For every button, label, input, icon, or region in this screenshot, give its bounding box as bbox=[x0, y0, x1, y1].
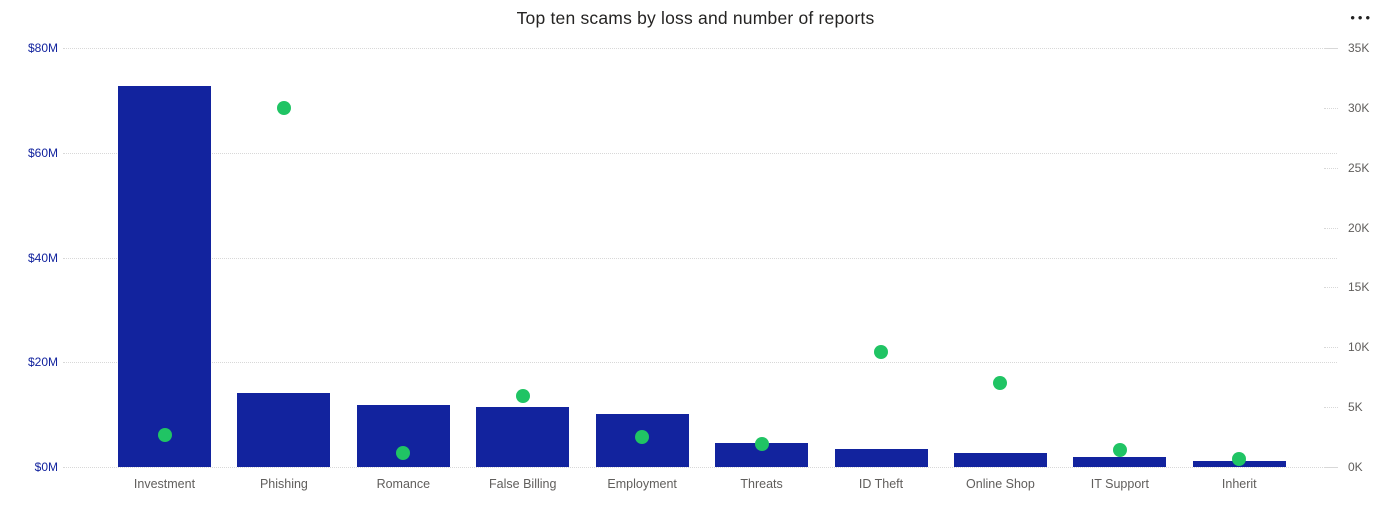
bar-investment[interactable] bbox=[118, 85, 211, 467]
x-axis-category-label-investment: Investment bbox=[133, 477, 196, 491]
left-axis-tick-label: $0M bbox=[34, 460, 58, 474]
chart-title: Top ten scams by loss and number of repo… bbox=[516, 8, 875, 28]
right-axis-tick-label: 35K bbox=[1348, 41, 1370, 55]
bar-online-shop[interactable] bbox=[953, 453, 1047, 467]
right-axis-tick-label: 20K bbox=[1348, 220, 1370, 235]
gridline bbox=[63, 48, 1337, 49]
right-axis-tick-mark bbox=[1324, 167, 1338, 169]
right-axis-tick-label: 5K bbox=[1348, 400, 1363, 415]
more-options-button[interactable]: ••• bbox=[1346, 6, 1377, 29]
left-axis-tick-label: $60M bbox=[27, 145, 58, 160]
right-axis-tick-mark bbox=[1324, 227, 1338, 229]
x-axis-category-label-romance: Romance bbox=[376, 477, 431, 491]
right-axis-tick-label: 30K bbox=[1348, 100, 1370, 115]
x-axis-category-label-false-billing: False Billing bbox=[489, 477, 557, 491]
dot-false-billing[interactable] bbox=[515, 389, 530, 404]
dot-online-shop[interactable] bbox=[993, 376, 1008, 391]
right-axis-tick-mark bbox=[1324, 347, 1338, 349]
bar-threats[interactable] bbox=[715, 443, 809, 467]
right-axis-tick-label: 10K bbox=[1348, 340, 1370, 355]
left-axis-tick-label: $80M bbox=[27, 41, 58, 55]
more-options-icon: ••• bbox=[1350, 10, 1373, 25]
right-axis-tick-label: 15K bbox=[1348, 280, 1370, 295]
x-axis-category-label-it-support: IT Support bbox=[1090, 477, 1149, 491]
right-axis-tick-mark bbox=[1324, 48, 1338, 49]
right-axis-tick-label: 0K bbox=[1348, 460, 1363, 474]
x-axis-category-label-inherit: Inherit bbox=[1221, 477, 1257, 491]
left-axis-tick-label: $20M bbox=[27, 355, 58, 370]
dot-phishing[interactable] bbox=[276, 100, 291, 115]
x-axis-category-label-phishing: Phishing bbox=[259, 477, 308, 491]
left-axis-tick-label: $40M bbox=[27, 250, 58, 265]
right-axis-tick-mark bbox=[1324, 407, 1338, 409]
x-axis-category-label-id-theft: ID Theft bbox=[858, 477, 904, 491]
x-axis-category-label-employment: Employment bbox=[607, 477, 677, 491]
dot-employment[interactable] bbox=[635, 430, 650, 445]
gridline bbox=[63, 362, 1337, 364]
bar-phishing[interactable] bbox=[237, 393, 331, 467]
dot-romance[interactable] bbox=[396, 445, 411, 460]
gridline bbox=[63, 152, 1337, 154]
right-axis-tick-mark bbox=[1324, 287, 1338, 289]
right-axis-tick-mark bbox=[1324, 107, 1338, 109]
bar-id-theft[interactable] bbox=[834, 449, 928, 467]
right-axis-tick-label: 25K bbox=[1348, 160, 1370, 175]
dot-id-theft[interactable] bbox=[874, 345, 889, 360]
bar-false-billing[interactable] bbox=[476, 406, 570, 467]
gridline bbox=[63, 257, 1337, 259]
gridline bbox=[63, 467, 1337, 468]
dot-it-support[interactable] bbox=[1112, 443, 1127, 458]
right-axis-tick-mark bbox=[1324, 467, 1338, 468]
x-axis-category-label-threats: Threats bbox=[740, 477, 783, 491]
x-axis-category-label-online-shop: Online Shop bbox=[966, 477, 1035, 491]
bar-it-support[interactable] bbox=[1073, 456, 1167, 467]
dot-threats[interactable] bbox=[754, 437, 769, 452]
dot-investment[interactable] bbox=[157, 427, 172, 442]
dot-inherit[interactable] bbox=[1232, 451, 1247, 466]
